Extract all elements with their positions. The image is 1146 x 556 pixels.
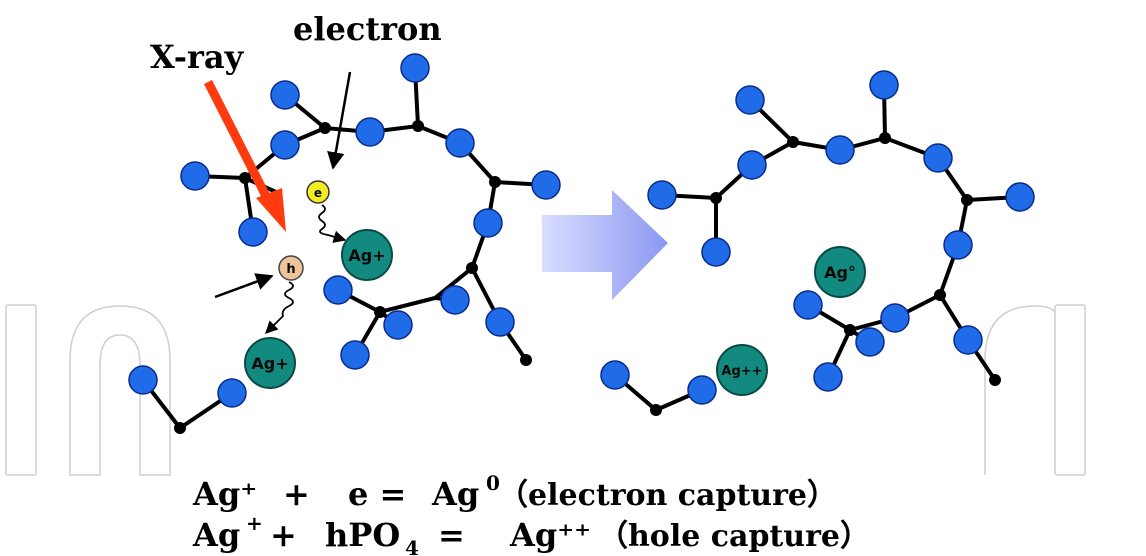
atom (383, 310, 413, 340)
atom (647, 180, 677, 210)
atom (855, 327, 885, 357)
atom (825, 135, 855, 165)
equation-electron-capture: Ag⁺ + e = Ag 0 （electron capture） (192, 471, 837, 513)
atom (217, 378, 247, 408)
xray-arrow (203, 79, 286, 232)
atom (400, 53, 430, 83)
electron-particle: e (306, 180, 330, 204)
atom (869, 70, 899, 100)
atom (943, 230, 973, 260)
atom (473, 208, 503, 238)
electron-incoming-arrow (327, 71, 352, 170)
atom (238, 217, 268, 247)
atom (128, 365, 158, 395)
hole-incoming-arrow (214, 273, 274, 299)
svg-text:Ag+: Ag+ (348, 246, 385, 265)
atom (445, 128, 475, 158)
atom (1005, 182, 1035, 212)
right-molecule-oxygen-atoms (600, 70, 1035, 405)
right-molecule-junctions (650, 132, 1001, 416)
svg-text:Ag+: Ag+ (251, 354, 288, 373)
hole-wavy-path (265, 281, 294, 334)
svg-text:e: e (314, 186, 322, 200)
atom (270, 80, 300, 110)
atom (793, 290, 823, 320)
svg-text:h: h (286, 262, 295, 277)
left-molecule-oxygen-atoms (128, 53, 561, 408)
svg-text:（electron capture）: （electron capture） (498, 478, 837, 513)
svg-text:+: + (270, 516, 297, 554)
process-arrow (542, 190, 668, 300)
left-molecule-junctions (174, 120, 532, 434)
svg-text:Ag⁺⁺: Ag⁺⁺ (509, 516, 591, 554)
svg-text:Ag: Ag (431, 475, 479, 513)
svg-text:+: + (246, 511, 263, 535)
svg-text:（hole capture）: （hole capture） (598, 519, 870, 554)
atom (953, 325, 983, 355)
atom (323, 275, 353, 305)
atom (440, 285, 470, 315)
atom (531, 170, 561, 200)
left-ag-ion-lower: Ag+ (244, 337, 296, 389)
svg-text:Ag°: Ag° (824, 263, 856, 282)
svg-text:4: 4 (405, 536, 419, 556)
atom (813, 362, 843, 392)
atom (485, 307, 515, 337)
svg-text:0: 0 (486, 471, 500, 495)
atom (270, 130, 300, 160)
svg-text:Ag++: Ag++ (721, 364, 762, 379)
svg-text:+: + (283, 475, 310, 513)
electron-label: electron (293, 10, 442, 48)
atom (923, 143, 953, 173)
atom (737, 150, 767, 180)
atom (355, 117, 385, 147)
left-ag-ion-upper: Ag+ (341, 229, 393, 281)
atom (340, 340, 370, 370)
equation-hole-capture: Ag + + hPO 4 = Ag⁺⁺ （hole capture） (192, 511, 870, 556)
xray-label: X-ray (150, 38, 245, 76)
atom (735, 85, 765, 115)
svg-text:e =: e = (348, 475, 406, 513)
atom (180, 161, 210, 191)
atom (880, 303, 910, 333)
svg-text:=: = (438, 516, 465, 554)
right-ag-atom-neutral: Ag° (814, 246, 866, 298)
electron-wavy-path (318, 204, 347, 243)
svg-text:Ag⁺: Ag⁺ (192, 475, 257, 513)
watermark (5, 304, 1086, 476)
right-ag-ion-double: Ag++ (716, 344, 768, 396)
atom (701, 237, 731, 267)
hole-particle: h (278, 255, 304, 281)
svg-text:Ag: Ag (192, 516, 240, 554)
atom (600, 360, 630, 390)
atom (687, 375, 717, 405)
svg-text:hPO: hPO (325, 516, 400, 554)
